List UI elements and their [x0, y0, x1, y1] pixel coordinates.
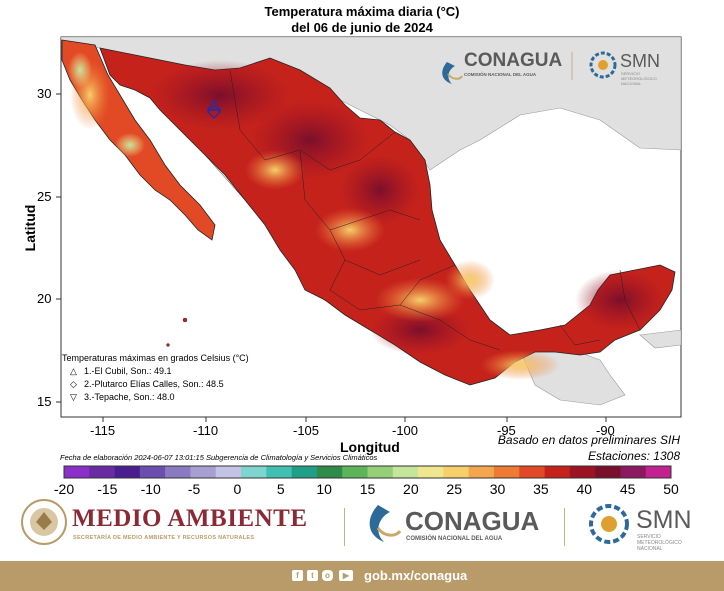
cuba-land: [639, 329, 681, 349]
colorbar-tick-label: 10: [316, 481, 332, 497]
medio-ambiente-text: MEDIO AMBIENTE: [72, 505, 308, 532]
colorbar-tick-label: 0: [233, 481, 242, 497]
top-smn-text: SMN: [620, 51, 660, 71]
colorbar-swatch: [443, 466, 469, 478]
footer-url[interactable]: gob.mx/conagua: [364, 568, 468, 583]
y-tick-label: 25: [37, 189, 52, 204]
colorbar-tick-label: -15: [97, 481, 118, 497]
axis-ticks: [56, 93, 607, 422]
conagua-subtext: COMISIÓN NACIONAL DEL AGUA: [406, 536, 503, 542]
youtube-icon[interactable]: ▶: [339, 570, 353, 581]
colorbar-swatch: [544, 466, 571, 478]
station-marker-2: [206, 104, 222, 120]
conagua-text: CONAGUA: [405, 506, 540, 536]
colorbar-swatch: [165, 466, 191, 478]
colorbar-tick-label: -5: [187, 481, 201, 497]
map-date: del 06 de junio de 2024: [291, 20, 433, 35]
colorbar-tick-label: 35: [533, 481, 549, 497]
colorbar-swatch: [291, 466, 318, 478]
smn-subtext: SERVICIO METEOROLÓGICO NACIONAL: [637, 534, 682, 552]
colorbar-swatch: [595, 466, 621, 478]
colorbar-swatch: [266, 466, 292, 478]
x-tick-label: -90: [596, 423, 615, 438]
colorbar-tick-label: 40: [576, 481, 593, 497]
elaboration-note: Fecha de elaboración 2024-06-07 13:01:15…: [60, 453, 378, 462]
legend-item: ▽ 3.-Tepache, Son.: 48.0: [70, 392, 175, 402]
station-legend: Temperaturas máximas en grados Celsius (…: [62, 352, 249, 404]
colorbar-tick-label: 50: [663, 481, 679, 497]
colorbar-tick-label: 5: [276, 481, 285, 497]
medio-ambiente-subtext: SECRETARÍA DE MEDIO AMBIENTE Y RECURSOS …: [73, 535, 255, 541]
colorbar-swatch: [645, 466, 672, 478]
colorbar-swatch: [367, 466, 394, 478]
colorbar-tick-label: -10: [140, 481, 161, 497]
y-tick-label: 15: [37, 394, 52, 409]
colorbar-swatch: [316, 466, 343, 478]
footer-bar: [0, 561, 724, 591]
colorbar-swatch: [493, 466, 520, 478]
x-tick-label: -110: [193, 423, 219, 438]
colorbar-swatch: [190, 466, 217, 478]
facebook-icon[interactable]: f: [292, 570, 303, 581]
colorbar-swatch: [620, 466, 647, 478]
colorbar-swatch: [114, 466, 141, 478]
x-tick-label: -115: [90, 423, 116, 438]
state-borders: [204, 69, 641, 351]
colorbar-swatch: [139, 466, 166, 478]
colorbar-swatch: [89, 466, 115, 478]
top-conagua-subtext: COMISIÓN NACIONAL DEL AGUA: [464, 72, 537, 77]
colorbar-swatch: [64, 466, 90, 478]
map-title: Temperatura máxima diaria (°C): [264, 4, 460, 19]
legend-item: △ 1.-El Cubil, Son.: 49.1: [70, 366, 172, 376]
eagle-seal-logo: [21, 499, 67, 545]
x-axis-title: Longitud: [340, 439, 400, 455]
x-tick-label: -100: [392, 423, 419, 438]
instagram-icon[interactable]: o: [322, 570, 333, 581]
y-tick-label: 30: [37, 86, 52, 101]
colorbar: [63, 465, 672, 479]
logo-separator: [344, 508, 345, 546]
y-tick-label: 20: [37, 291, 52, 306]
colorbar-swatch: [241, 466, 267, 478]
station-marker-1: [206, 98, 222, 111]
colorbar-tick-label: 25: [446, 481, 462, 497]
top-smn-logo: [589, 51, 617, 79]
top-conagua-logo: [442, 62, 463, 84]
bottom-smn-logo: [589, 504, 629, 544]
colorbar-swatch: [392, 466, 419, 478]
colorbar-swatch: [215, 466, 242, 478]
top-smn-subtext: SERVICIO METEOROLÓGICO NACIONAL: [621, 71, 657, 86]
colorbar-swatch: [342, 466, 368, 478]
legend-heading: Temperaturas máximas en grados Celsius (…: [62, 353, 249, 363]
stations-count: Estaciones: 1308: [587, 449, 680, 463]
colorbar-swatch: [418, 466, 444, 478]
colorbar-tick-label: 20: [403, 481, 419, 497]
colorbar-tick-label: 45: [619, 481, 636, 497]
colorbar-swatch: [569, 466, 596, 478]
twitter-icon[interactable]: t: [307, 570, 318, 581]
colorbar-tick-label: 15: [359, 481, 376, 497]
y-axis-title: Latitud: [22, 204, 38, 252]
top-conagua-text: CONAGUA: [464, 50, 563, 71]
bottom-conagua-logo: [369, 505, 402, 542]
logo-separator: [564, 508, 565, 546]
data-source: Basado en datos preliminares SIH: [497, 433, 680, 447]
x-tick-label: -95: [497, 423, 516, 438]
colorbar-swatch: [468, 466, 495, 478]
colorbar-swatch: [519, 466, 545, 478]
colorbar-tick-label: -20: [53, 481, 75, 497]
legend-item: ◇ 2.-Plutarco Elías Calles, Son.: 48.5: [70, 379, 224, 389]
colorbar-tick-label: 30: [489, 481, 506, 497]
x-tick-label: -105: [293, 423, 320, 438]
smn-text: SMN: [636, 506, 692, 534]
